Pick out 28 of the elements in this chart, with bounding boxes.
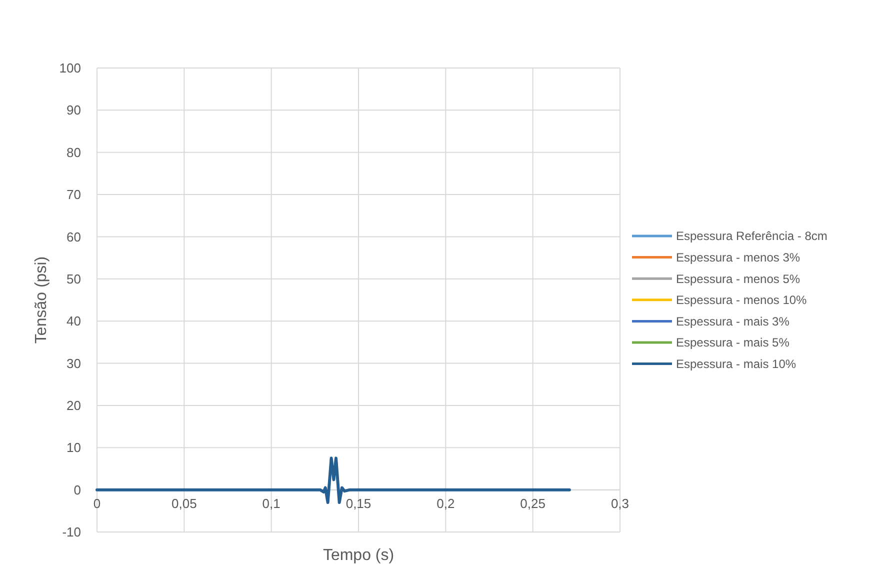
y-tick-label: 60 [66, 229, 81, 244]
legend-label: Espessura - mais 5% [676, 336, 790, 350]
y-tick-label: 20 [66, 398, 81, 414]
legend-label: Espessura - menos 5% [676, 272, 800, 286]
x-tick-label: 0,15 [346, 496, 372, 511]
y-axis-title: Tensão (psi) [33, 256, 50, 344]
y-tick-label: 80 [66, 144, 81, 160]
x-tick-label: 0,25 [520, 496, 546, 511]
legend-label: Espessura Referência - 8cm [676, 229, 828, 244]
y-tick-label: 30 [66, 356, 81, 371]
legend-label: Espessura - menos 3% [676, 250, 800, 264]
x-tick-label: 0,1 [262, 496, 280, 511]
y-tick-label: 90 [66, 102, 81, 118]
legend-label: Espessura - menos 10% [676, 293, 808, 308]
y-tick-label: 10 [66, 440, 81, 456]
y-tick-label: 70 [66, 187, 81, 202]
y-tick-label: -10 [62, 524, 81, 540]
x-tick-label: 0,3 [610, 496, 630, 511]
x-tick-label: 0,2 [436, 496, 455, 511]
x-tick-label: 0,05 [172, 496, 197, 511]
legend-label: Espessura - mais 3% [676, 314, 790, 328]
y-tick-label: 50 [66, 271, 81, 286]
x-axis-title: Tempo (s) [322, 547, 394, 564]
x-tick-label: 0 [93, 496, 101, 511]
y-tick-label: 0 [74, 482, 81, 498]
y-tick-label: 40 [66, 314, 81, 329]
y-tick-label: 100 [59, 60, 81, 76]
legend-label: Espessura - mais 10% [676, 357, 796, 371]
